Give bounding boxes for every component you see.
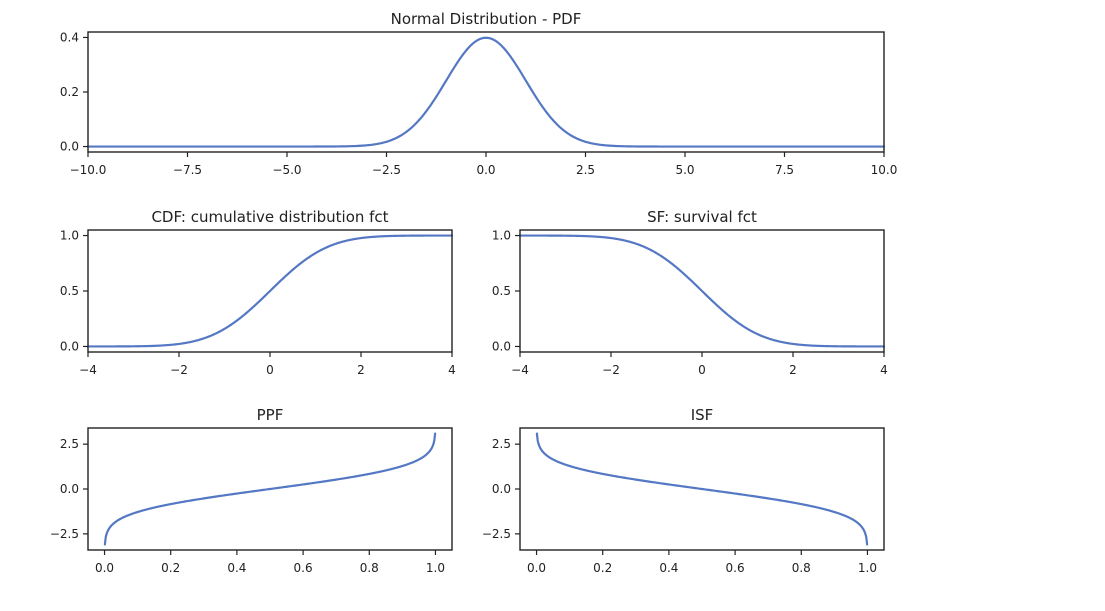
y-tick-label: 0.4 [60, 30, 79, 44]
y-tick-label: 0.0 [492, 482, 511, 496]
x-tick-label: 4 [448, 363, 456, 377]
x-tick-label: −2 [602, 363, 620, 377]
x-tick-label: −7.5 [173, 163, 202, 177]
chart-title: ISF [691, 406, 714, 424]
chart-pdf: Normal Distribution - PDF −10.0 −7.5 −5.0 −2… [60, 10, 897, 177]
y-tick-label: 0.0 [60, 482, 79, 496]
x-tick-label: 7.5 [775, 163, 794, 177]
x-tick-label: 0.0 [527, 561, 546, 575]
y-tick-label: 0.0 [492, 339, 511, 353]
series-line [535, 432, 869, 546]
x-tick-label: 0.2 [161, 561, 180, 575]
x-tick-label: 5.0 [675, 163, 694, 177]
x-tick-label: −4 [511, 363, 529, 377]
y-tick-label: 2.5 [60, 437, 79, 451]
y-tick-label: −2.5 [50, 527, 79, 541]
y-tick-label: 1.0 [60, 229, 79, 243]
series-line [86, 234, 454, 348]
x-tick-label: 0.4 [659, 561, 678, 575]
chart-sf: SF: survival fct −4 −2 0 2 4 0.0 0.5 1.0 [492, 208, 888, 377]
x-tick-label: 1.0 [426, 561, 445, 575]
x-tick-label: 1.0 [858, 561, 877, 575]
x-tick-label: 0.0 [95, 561, 114, 575]
series-line [86, 36, 886, 148]
x-tick-label: 2 [789, 363, 797, 377]
x-tick-label: 0.6 [726, 561, 745, 575]
chart-isf: ISF 0.0 0.2 0.4 0.6 0.8 1.0 −2.5 0.0 2.5 [482, 406, 885, 575]
x-tick-label: 0.0 [476, 163, 495, 177]
x-tick-label: 0.2 [593, 561, 612, 575]
chart-title: Normal Distribution - PDF [391, 10, 582, 28]
y-tick-label: −2.5 [482, 527, 511, 541]
series-line [103, 432, 437, 546]
x-tick-label: 4 [880, 363, 888, 377]
y-tick-label: 2.5 [492, 437, 511, 451]
x-tick-label: 0.8 [360, 561, 379, 575]
x-tick-label: 0 [266, 363, 274, 377]
x-tick-label: −10.0 [70, 163, 107, 177]
x-tick-label: −2 [170, 363, 188, 377]
chart-ppf: PPF 0.0 0.2 0.4 0.6 0.8 1.0 −2.5 0.0 2.5 [50, 406, 453, 575]
x-tick-label: 2 [357, 363, 365, 377]
x-tick-label: −4 [79, 363, 97, 377]
chart-title: PPF [257, 406, 284, 424]
chart-title: SF: survival fct [647, 208, 757, 226]
x-tick-label: 0.8 [792, 561, 811, 575]
y-tick-label: 1.0 [492, 229, 511, 243]
x-tick-label: 10.0 [871, 163, 898, 177]
x-tick-label: 0.6 [294, 561, 313, 575]
x-tick-label: 2.5 [576, 163, 595, 177]
x-tick-label: −5.0 [272, 163, 301, 177]
chart-title: CDF: cumulative distribution fct [151, 208, 388, 226]
y-tick-label: 0.5 [492, 284, 511, 298]
y-tick-label: 0.0 [60, 339, 79, 353]
y-tick-label: 0.2 [60, 85, 79, 99]
x-tick-label: 0 [698, 363, 706, 377]
x-tick-label: −2.5 [372, 163, 401, 177]
x-tick-label: 0.4 [227, 561, 246, 575]
chart-cdf: CDF: cumulative distribution fct −4 −2 0 2 4 0… [60, 208, 456, 377]
series-line [518, 234, 886, 348]
y-tick-label: 0.0 [60, 140, 79, 154]
y-tick-label: 0.5 [60, 284, 79, 298]
